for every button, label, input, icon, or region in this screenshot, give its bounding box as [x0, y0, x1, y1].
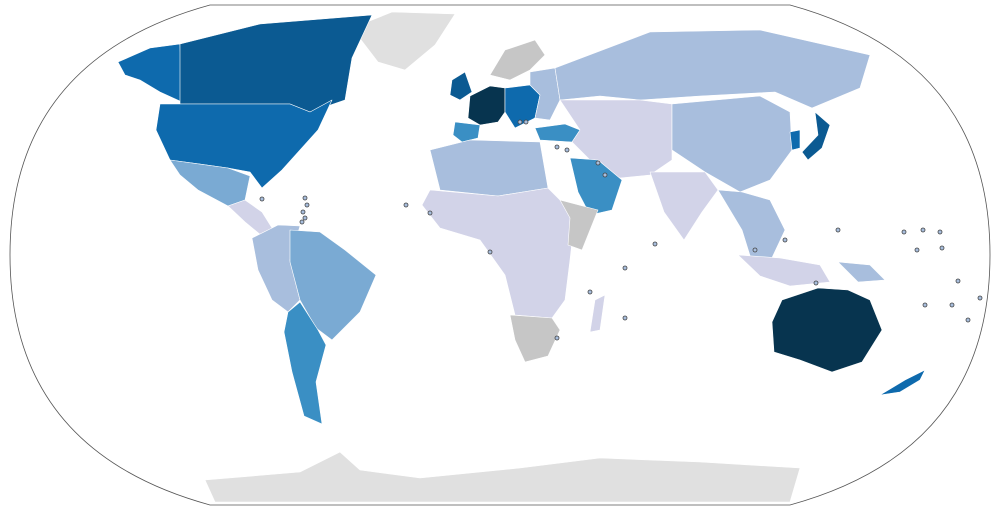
small-territory-marker[interactable] — [949, 302, 955, 308]
small-territory-marker[interactable] — [977, 295, 983, 301]
small-territory-marker[interactable] — [914, 247, 920, 253]
small-territory-marker[interactable] — [622, 265, 628, 271]
small-territory-marker[interactable] — [304, 202, 310, 208]
small-territory-marker[interactable] — [955, 278, 961, 284]
small-territory-marker[interactable] — [523, 119, 529, 125]
region-brazil[interactable] — [289, 229, 377, 341]
region-papua[interactable] — [837, 261, 886, 283]
region-australia[interactable] — [771, 287, 883, 373]
small-territory-marker[interactable] — [487, 249, 493, 255]
small-territory-marker[interactable] — [564, 147, 570, 153]
region-north-africa[interactable] — [429, 139, 549, 197]
region-russia[interactable] — [554, 29, 871, 109]
region-japan[interactable] — [801, 111, 831, 161]
region-uk-ireland[interactable] — [449, 71, 473, 101]
region-new-zealand[interactable] — [879, 369, 926, 396]
region-southeast-asia[interactable] — [717, 189, 786, 263]
region-china[interactable] — [671, 95, 793, 193]
region-antarctica[interactable] — [204, 451, 801, 503]
region-madagascar[interactable] — [589, 294, 606, 333]
region-greenland[interactable] — [351, 11, 456, 71]
small-territory-markers — [259, 119, 983, 341]
small-territory-marker[interactable] — [937, 229, 943, 235]
region-horn-of-africa[interactable] — [559, 199, 599, 251]
small-territory-marker[interactable] — [403, 202, 409, 208]
small-territory-marker[interactable] — [300, 209, 306, 215]
small-territory-marker[interactable] — [587, 289, 593, 295]
small-territory-marker[interactable] — [835, 227, 841, 233]
region-central-asia-middle-east[interactable] — [559, 99, 673, 179]
small-territory-marker[interactable] — [622, 315, 628, 321]
region-southern-africa[interactable] — [509, 314, 561, 363]
region-argentina-chile[interactable] — [283, 301, 327, 425]
small-territory-marker[interactable] — [427, 210, 433, 216]
region-alaska[interactable] — [117, 43, 183, 103]
small-territory-marker[interactable] — [752, 247, 758, 253]
region-india[interactable] — [649, 171, 719, 241]
small-territory-marker[interactable] — [259, 196, 265, 202]
region-korea[interactable] — [789, 129, 801, 151]
region-scandinavia[interactable] — [489, 39, 546, 81]
small-territory-marker[interactable] — [782, 237, 788, 243]
small-territory-marker[interactable] — [554, 335, 560, 341]
small-territory-marker[interactable] — [920, 227, 926, 233]
region-france-germany[interactable] — [467, 85, 506, 126]
small-territory-marker[interactable] — [602, 172, 608, 178]
small-territory-marker[interactable] — [302, 195, 308, 201]
small-territory-marker[interactable] — [302, 215, 308, 221]
small-territory-marker[interactable] — [652, 241, 658, 247]
small-territory-marker[interactable] — [813, 280, 819, 286]
region-africa[interactable] — [421, 187, 576, 319]
small-territory-marker[interactable] — [939, 245, 945, 251]
small-territory-marker[interactable] — [965, 317, 971, 323]
small-territory-marker[interactable] — [554, 144, 560, 150]
small-territory-marker[interactable] — [299, 219, 305, 225]
small-territory-marker[interactable] — [922, 302, 928, 308]
small-territory-marker[interactable] — [595, 160, 601, 166]
small-territory-marker[interactable] — [517, 119, 523, 125]
region-saudi-arabia[interactable] — [569, 157, 623, 216]
region-indonesia[interactable] — [737, 254, 831, 287]
small-territory-marker[interactable] — [901, 229, 907, 235]
